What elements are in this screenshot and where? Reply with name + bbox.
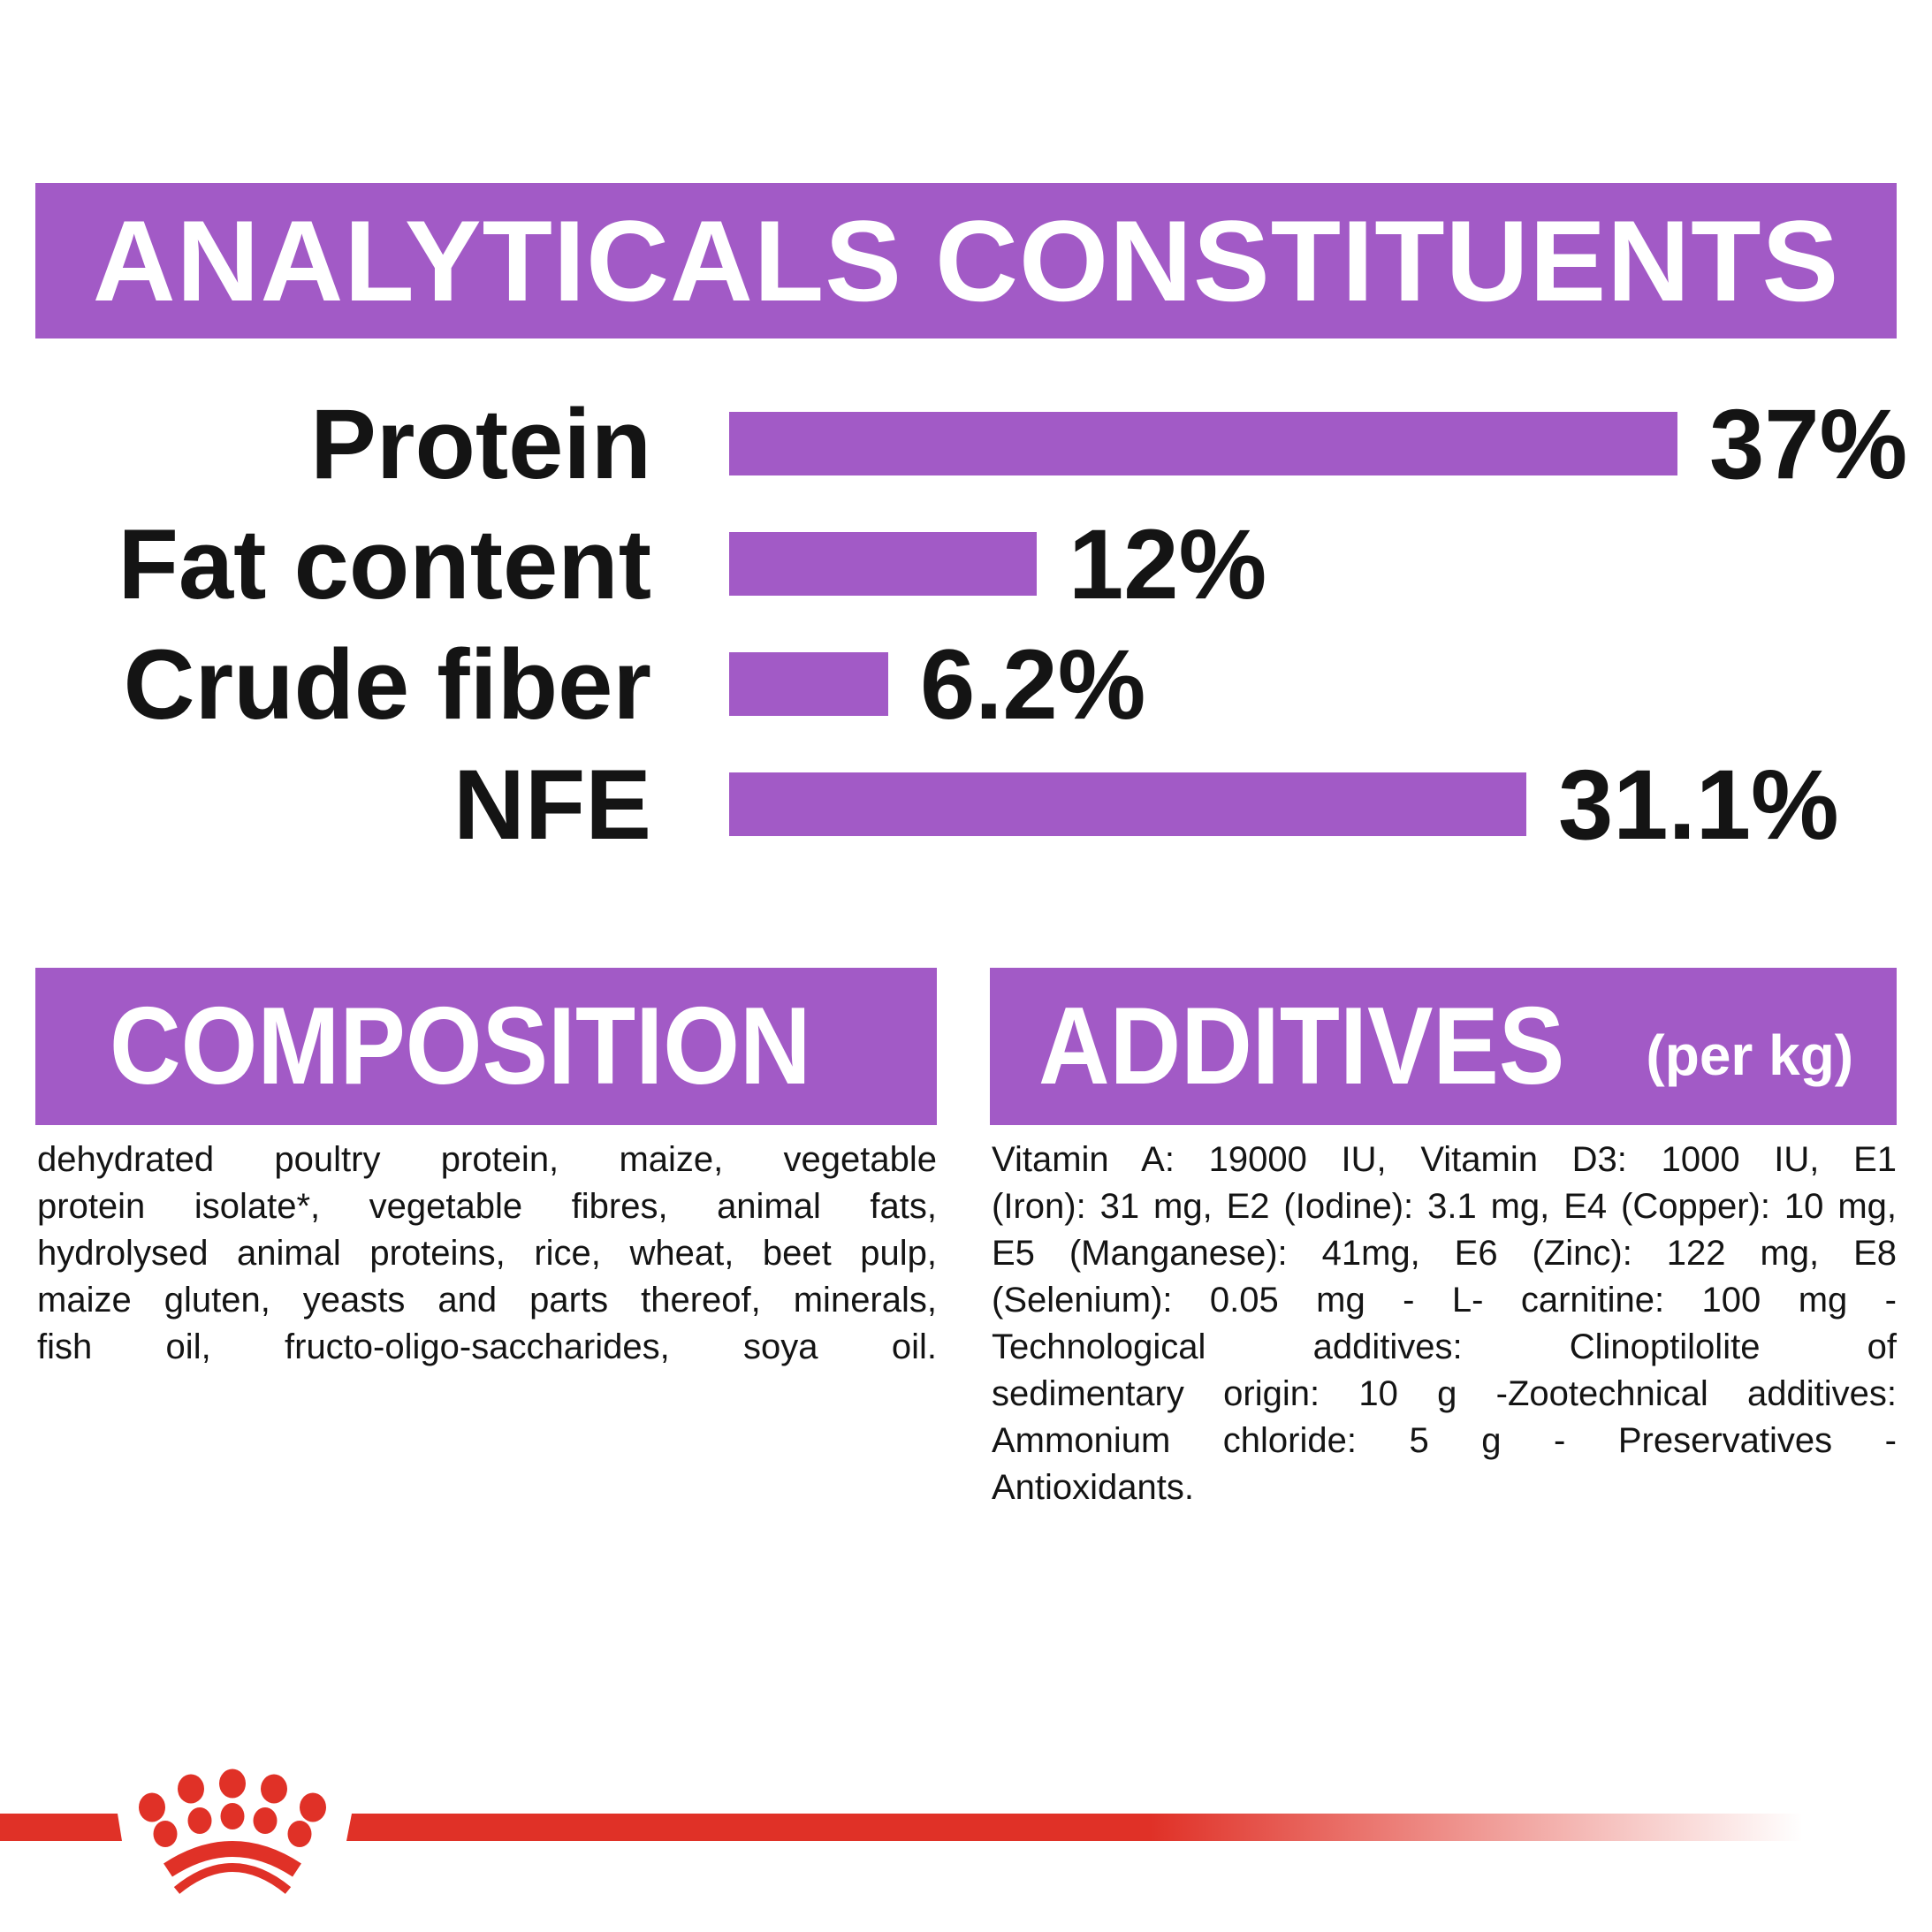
bar-row: Protein 37% bbox=[0, 384, 1932, 504]
bar-value-label: 31.1% bbox=[1558, 749, 1839, 860]
crown-dots bbox=[139, 1768, 326, 1847]
bar-row: NFE 31.1% bbox=[0, 744, 1932, 864]
text-line: sedimentary origin: 10 g -Zootechnical a… bbox=[992, 1374, 1897, 1413]
additives-per-kg-suffix: (per kg) bbox=[1646, 1023, 1854, 1087]
text-line: maize gluten, yeasts and parts thereof, … bbox=[37, 1281, 937, 1320]
bar-category-label: Protein bbox=[310, 388, 651, 499]
composition-text: dehydrated poultry protein, maize, veget… bbox=[37, 1137, 937, 1371]
analyticals-header-band: ANALYTICALS CONSTITUENTS bbox=[35, 183, 1897, 338]
analyticals-bar-chart: Protein 37% Fat content 12% Crude fiber 6.2% N… bbox=[0, 384, 1932, 864]
additives-text: Vitamin A: 19000 IU, Vitamin D3: 1000 IU… bbox=[992, 1137, 1897, 1511]
bar-category-label: Fat content bbox=[118, 508, 651, 620]
analyticals-title: ANALYTICALS CONSTITUENTS bbox=[92, 196, 1840, 325]
bar-category-label: Crude fiber bbox=[123, 628, 651, 740]
bar bbox=[729, 412, 1677, 475]
bar-row: Crude fiber 6.2% bbox=[0, 624, 1932, 744]
text-line: (Iron): 31 mg, E2 (Iodine): 3.1 mg, E4 (… bbox=[992, 1187, 1897, 1226]
bar-value-label: 6.2% bbox=[920, 628, 1146, 740]
bar bbox=[729, 652, 888, 716]
additives-title: ADDITIVES bbox=[1038, 985, 1565, 1107]
text-line: protein isolate*, vegetable fibres, anim… bbox=[37, 1187, 937, 1226]
text-line: Ammonium chloride: 5 g - Preservatives - bbox=[992, 1421, 1897, 1460]
crown-base-arcs bbox=[164, 1841, 301, 1894]
text-line: fish oil, fructo-oligo-saccharides, soya… bbox=[37, 1327, 937, 1366]
red-line-left bbox=[0, 1814, 122, 1841]
text-line: E5 (Manganese): 41mg, E6 (Zinc): 122 mg,… bbox=[992, 1234, 1897, 1273]
text-line: (Selenium): 0.05 mg - L- carnitine: 100 … bbox=[992, 1281, 1897, 1320]
text-line: Antioxidants. bbox=[992, 1468, 1195, 1507]
bar-track: 6.2% bbox=[729, 628, 1145, 742]
composition-header-band: COMPOSITION bbox=[35, 968, 937, 1125]
text-line: hydrolysed animal proteins, rice, wheat,… bbox=[37, 1234, 937, 1273]
composition-title: COMPOSITION bbox=[110, 985, 811, 1107]
text-line: Technological additives: Clinoptilolite … bbox=[992, 1327, 1897, 1366]
bar-track: 31.1% bbox=[729, 748, 1839, 862]
bar-value-label: 37% bbox=[1709, 388, 1908, 499]
red-line-right bbox=[346, 1814, 1803, 1841]
bar-row: Fat content 12% bbox=[0, 504, 1932, 624]
bar-track: 37% bbox=[729, 387, 1907, 501]
bar-category-label: NFE bbox=[453, 749, 651, 860]
royal-canin-crown-logo bbox=[0, 1768, 1803, 1894]
text-line: Vitamin A: 19000 IU, Vitamin D3: 1000 IU… bbox=[992, 1140, 1897, 1179]
text-line: dehydrated poultry protein, maize, veget… bbox=[37, 1140, 937, 1179]
bar-track: 12% bbox=[729, 507, 1266, 621]
bar-value-label: 12% bbox=[1069, 508, 1267, 620]
bar bbox=[729, 532, 1037, 596]
bar bbox=[729, 772, 1526, 836]
additives-header-band: ADDITIVES (per kg) bbox=[990, 968, 1897, 1125]
